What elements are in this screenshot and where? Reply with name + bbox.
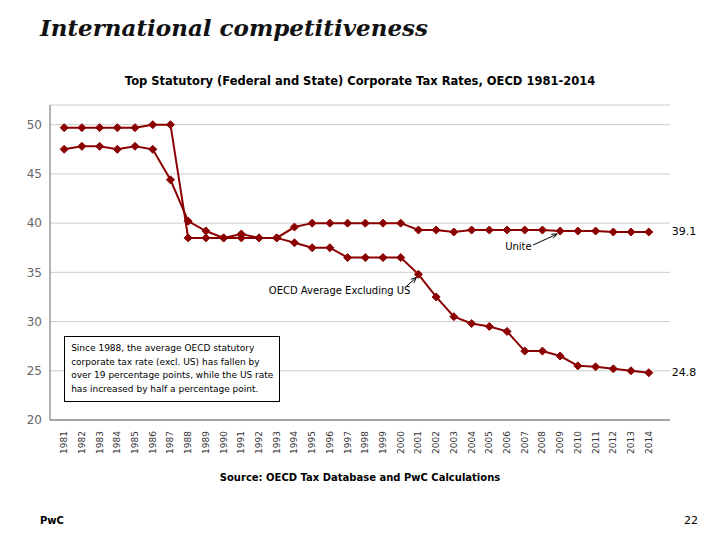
svg-text:2004: 2004 — [467, 431, 477, 454]
svg-text:24.8: 24.8 — [672, 366, 697, 379]
svg-text:2005: 2005 — [484, 431, 494, 454]
svg-text:2003: 2003 — [449, 431, 459, 454]
svg-text:20: 20 — [27, 413, 42, 427]
svg-text:45: 45 — [27, 167, 42, 181]
svg-text:1988: 1988 — [183, 431, 193, 454]
svg-text:2007: 2007 — [520, 431, 530, 454]
svg-text:2009: 2009 — [555, 431, 565, 454]
svg-text:1982: 1982 — [77, 431, 87, 454]
svg-text:1983: 1983 — [95, 431, 105, 454]
svg-text:1995: 1995 — [307, 431, 317, 454]
svg-text:1985: 1985 — [130, 431, 140, 454]
svg-text:35: 35 — [27, 266, 42, 280]
svg-text:1981: 1981 — [59, 431, 69, 454]
svg-text:2014: 2014 — [644, 431, 654, 454]
svg-text:50: 50 — [27, 118, 42, 132]
svg-text:2001: 2001 — [413, 431, 423, 454]
svg-text:1987: 1987 — [165, 431, 175, 454]
svg-text:1996: 1996 — [325, 431, 335, 454]
svg-text:1994: 1994 — [289, 431, 299, 454]
svg-text:2011: 2011 — [591, 431, 601, 454]
svg-text:2002: 2002 — [431, 431, 441, 454]
svg-text:1993: 1993 — [272, 431, 282, 454]
svg-text:1997: 1997 — [343, 431, 353, 454]
svg-text:2006: 2006 — [502, 431, 512, 454]
html-text:Since 1988, the average OECD s: Since 1988, the average OECD statutory c… — [71, 343, 274, 394]
svg-text:1990: 1990 — [219, 431, 229, 454]
svg-text:1992: 1992 — [254, 431, 264, 454]
html-text:Source: OECD Tax Database and: Source: OECD Tax Database and PwC Calcul… — [219, 472, 501, 483]
svg-text:2010: 2010 — [573, 431, 583, 454]
html-text:22: 22 — [684, 514, 698, 527]
html-text:International competitiveness: International competitiveness — [40, 14, 428, 41]
svg-text:1998: 1998 — [360, 431, 370, 454]
svg-text:1989: 1989 — [201, 431, 211, 454]
svg-text:Unite: Unite — [505, 241, 532, 252]
svg-text:40: 40 — [27, 216, 42, 230]
svg-text:2012: 2012 — [608, 431, 618, 454]
svg-text:2000: 2000 — [396, 431, 406, 454]
html-text:Top Statutory (Federal and Sta: Top Statutory (Federal and State) Corpor… — [124, 74, 596, 88]
svg-text:1984: 1984 — [112, 431, 122, 454]
svg-text:1991: 1991 — [236, 431, 246, 454]
svg-text:25: 25 — [27, 364, 42, 378]
svg-text:OECD Average Excluding US: OECD Average Excluding US — [269, 285, 411, 296]
svg-text:39.1: 39.1 — [672, 225, 697, 238]
svg-text:1999: 1999 — [378, 431, 388, 454]
svg-text:2008: 2008 — [537, 431, 547, 454]
svg-text:30: 30 — [27, 315, 42, 329]
svg-text:1986: 1986 — [148, 431, 158, 454]
svg-text:2013: 2013 — [626, 431, 636, 454]
html-text:PwC: PwC — [40, 515, 64, 526]
